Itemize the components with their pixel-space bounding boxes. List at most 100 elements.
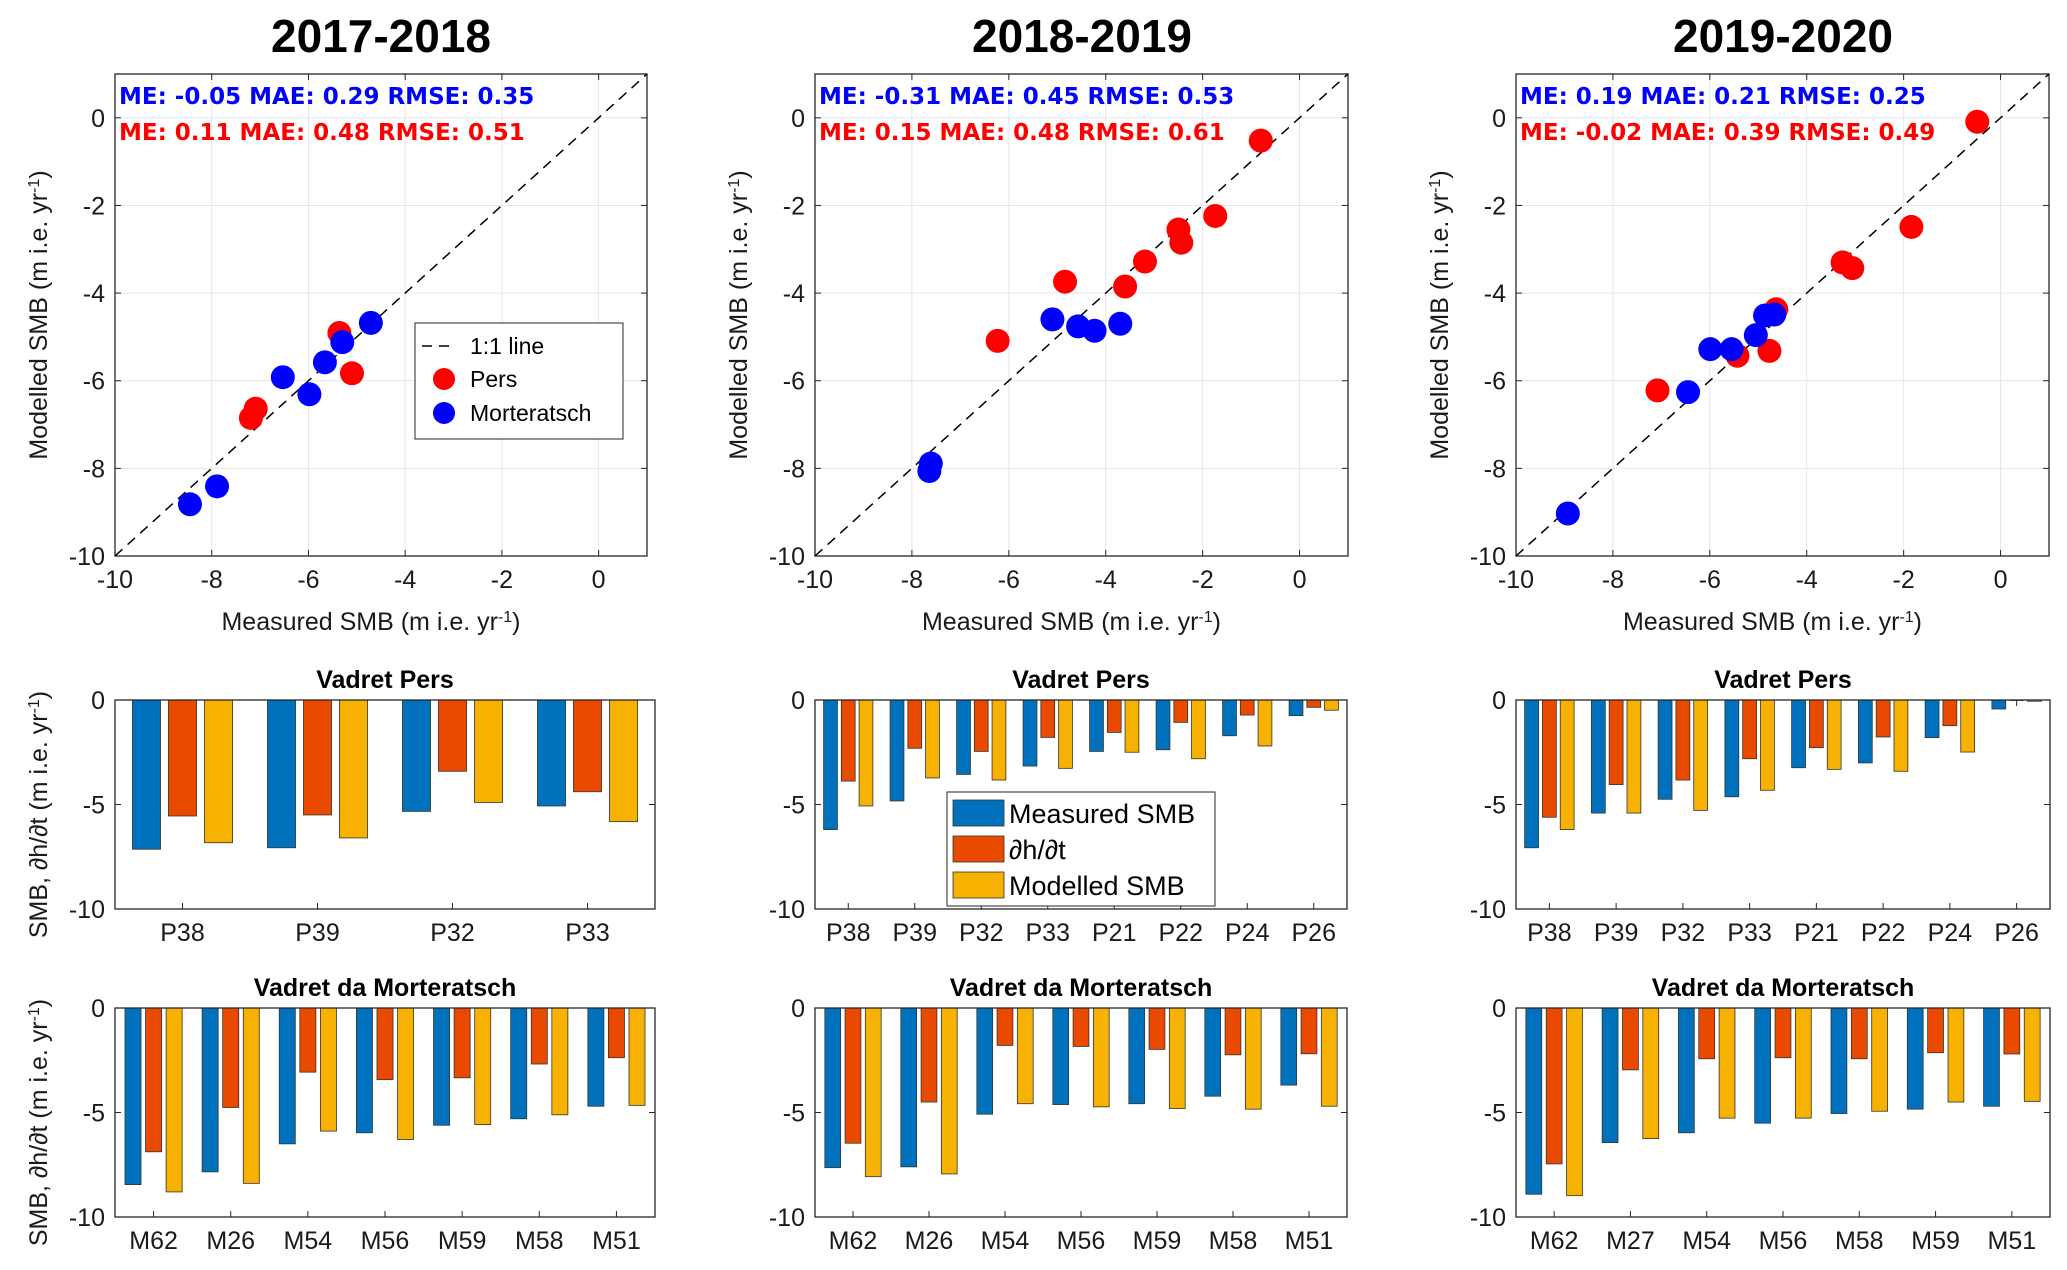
bar-measured-smb [1590,699,1606,814]
bar-dhdt [1239,699,1255,716]
bar-dhdt [1774,1007,1792,1059]
y-tick-label: -10 [69,896,105,924]
category-label: M54 [284,1227,333,1255]
point-pers [985,328,1010,353]
x-tick-label: -8 [1602,566,1624,594]
point-morteratsch [1555,501,1580,526]
bar-measured-smb [1288,699,1304,717]
y-tick-label: 0 [1492,995,1506,1023]
bar-dhdt [1072,1007,1090,1047]
y-tick-label: -5 [1484,1100,1506,1128]
stats-pers: ME: -0.02 MAE: 0.39 RMSE: 0.49 [1520,120,1935,146]
y-tick-label: -10 [769,1204,805,1232]
bar-modelled-smb [1626,699,1642,814]
category-label: M59 [1133,1227,1182,1255]
y-tick-label: -5 [83,792,105,820]
bar-dhdt [1875,699,1891,738]
y-tick-label: -10 [69,543,105,571]
bar-dhdt [920,1007,938,1103]
bar-measured-smb [537,699,566,807]
bar-modelled-smb [1960,699,1976,753]
bar-chart-title: Vadret Pers [316,666,454,694]
y-tick-label: -6 [1484,368,1506,396]
x-tick-label: -8 [201,566,223,594]
bar-measured-smb [956,699,971,775]
legend-label: Morteratsch [470,400,591,426]
bar-modelled-smb [1124,699,1140,753]
bar-measured-smb [824,1007,842,1169]
y-tick-label: 0 [791,995,805,1023]
point-pers [1053,269,1078,294]
bar-dhdt [1942,699,1958,727]
bar-measured-smb [1991,699,2007,710]
category-label: P38 [826,919,870,947]
category-label: P21 [1794,919,1838,947]
bar-dhdt [1742,699,1757,760]
bar-chart-title: Vadret da Morteratsch [950,974,1213,1002]
bar-modelled-smb [1693,699,1709,811]
bar-dhdt [1300,1007,1318,1055]
point-morteratsch [1698,337,1723,362]
bar-panel-0-2: Vadret Pers P38 P39 P32 P33 P21 P22 P24 P26 -10 -5… [1470,666,2051,947]
x-tick-label: -6 [1699,566,1721,594]
y-tick-label: -2 [783,192,805,220]
category-label: M62 [1530,1227,1579,1255]
bar-measured-smb [1022,699,1038,767]
y-tick-label: -10 [769,543,805,571]
bar-measured-smb [1089,699,1104,752]
bar-measured-smb [1601,1007,1619,1143]
category-label: M27 [1606,1227,1655,1255]
point-morteratsch [270,365,295,390]
bar-dhdt [907,699,923,749]
y-tick-label: -5 [1484,792,1506,820]
category-label: M56 [1759,1227,1808,1255]
bar-chart-title: Vadret Pers [1012,666,1150,694]
bar-measured-smb [1791,699,1806,769]
stats-pers: ME: 0.11 MAE: 0.48 RMSE: 0.51 [119,120,525,146]
bar-measured-smb [900,1007,918,1168]
point-pers [1132,249,1157,274]
bar-measured-smb [1657,699,1673,800]
category-label: M54 [981,1227,1030,1255]
bar-measured-smb [1524,699,1539,849]
bar-dhdt [840,699,856,782]
bar-dhdt [1809,699,1824,749]
one-to-one-line [114,73,648,557]
y-axis-label: Modelled SMB (m i.e. yr-1) [1426,170,1454,459]
bar-measured-smb [1724,699,1740,798]
bar-modelled-smb [551,1007,569,1116]
legend-swatch-icon [952,799,1005,827]
y-tick-label: -5 [783,792,805,820]
bar-modelled-smb [1168,1007,1186,1109]
bar-dhdt [299,1007,317,1073]
y-axis-label: SMB, ∂h/∂t (m i.e. yr-1) [25,691,53,938]
point-morteratsch [1719,337,1744,362]
bar-legend: Measured SMB ∂h/∂t Modelled SMB [946,791,1216,907]
bar-modelled-smb [858,699,874,807]
category-label: M26 [905,1227,954,1255]
scatter-panel-2018-2019: 2018-2019 -10 -8 -6 -4 -2 0 -10 -8 -6 -4 -2 0 Measure… [725,10,1349,636]
category-label: M62 [829,1227,878,1255]
scatter-panel-2017-2018: 2017-2018 -10 -8 -6 -4 -2 0 -10 -8 -6 -4 -2 0 Measure… [25,10,648,636]
category-label: P39 [295,919,339,947]
legend-label: 1:1 line [470,333,544,359]
point-pers [1203,203,1228,228]
bar-dhdt [2003,1007,2021,1055]
legend-label: Pers [470,366,517,392]
bar-measured-smb [433,1007,450,1126]
bar-chart-title: Vadret da Morteratsch [254,974,517,1002]
point-pers [1840,256,1865,281]
bar-measured-smb [1830,1007,1848,1114]
point-morteratsch [1040,307,1065,332]
category-label: M59 [1911,1227,1960,1255]
bar-measured-smb [1525,1007,1543,1195]
category-label: P32 [1661,919,1705,947]
x-axis-label: Measured SMB (m i.e. yr-1) [221,608,520,636]
x-tick-label: -2 [491,566,513,594]
point-morteratsch [1743,323,1768,348]
point-pers [1645,378,1670,403]
y-tick-label: -8 [83,455,105,483]
bar-measured-smb [1678,1007,1695,1134]
point-pers [339,361,364,386]
category-label: P22 [1861,919,1905,947]
